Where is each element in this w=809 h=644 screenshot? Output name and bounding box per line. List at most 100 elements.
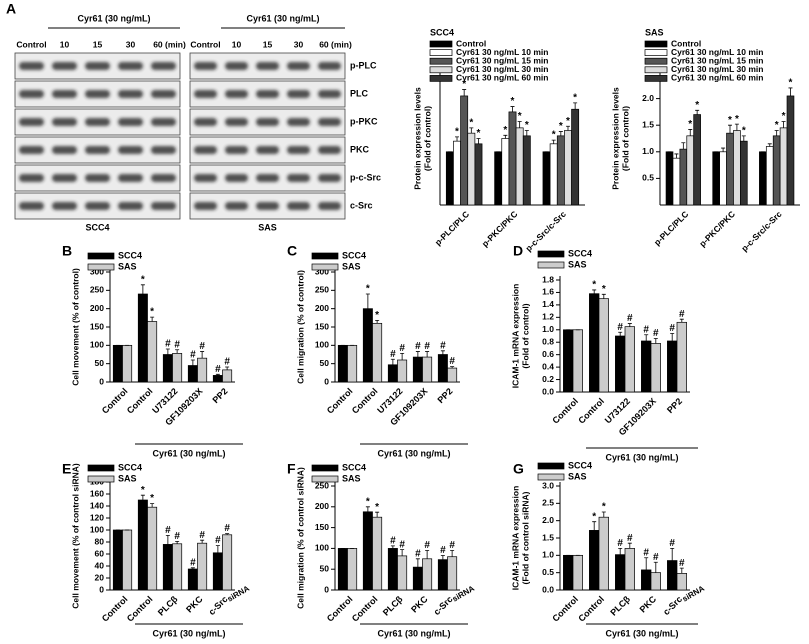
row-label: PKC <box>350 144 370 154</box>
error-bar <box>215 373 220 376</box>
treatment-label: Cyr61 (30 ng/mL) <box>246 13 319 23</box>
legend-label: Control <box>456 38 486 48</box>
legend-swatch <box>311 464 339 472</box>
significance-mark: # <box>653 552 659 563</box>
error-bar <box>440 555 445 560</box>
bar <box>197 542 208 591</box>
significance-mark: * <box>375 502 379 513</box>
bar <box>693 114 701 206</box>
lane-label: Control <box>190 39 220 49</box>
bar <box>589 293 600 393</box>
x-tick-label: Control <box>125 594 155 624</box>
blot-band <box>256 174 279 182</box>
x-tick-label: p-PLC/PLC <box>433 209 471 247</box>
blot-band <box>52 118 77 126</box>
significance-mark: # <box>165 525 171 536</box>
blot-band <box>19 90 44 98</box>
blot-band <box>287 174 310 182</box>
significance-mark: # <box>617 322 623 333</box>
x-tick-label: Control <box>100 386 130 416</box>
bar <box>147 506 158 591</box>
y-tick-label: 80 <box>95 536 105 546</box>
error-bar <box>721 147 726 152</box>
blot-band <box>85 174 110 182</box>
error-bar <box>469 127 474 134</box>
bar <box>162 544 173 591</box>
legend-swatch <box>311 263 339 271</box>
blot-band <box>256 202 279 210</box>
bar <box>786 95 795 206</box>
error-bar <box>517 121 522 128</box>
bar <box>372 516 383 591</box>
legend-swatch <box>429 66 453 74</box>
error-bar <box>200 351 205 359</box>
error-bar <box>510 106 515 112</box>
bar <box>542 151 551 206</box>
error-bar <box>767 143 772 147</box>
treatment-label: Cyr61 (30 ng/mL) <box>77 13 150 23</box>
panel-label: B <box>62 243 72 259</box>
error-bar <box>592 289 597 294</box>
error-bar <box>618 548 623 555</box>
y-tick-label: 250 <box>315 480 329 490</box>
error-bar <box>565 125 570 131</box>
y-axis-label: Protein expression levels <box>412 87 422 190</box>
x-tick-label: Control <box>125 386 155 416</box>
bar <box>122 529 133 591</box>
error-bar <box>688 129 693 136</box>
legend-swatch <box>87 475 115 483</box>
bar <box>197 357 208 383</box>
bar <box>422 558 433 591</box>
error-bar <box>681 142 686 150</box>
y-tick-label: 100 <box>315 543 329 553</box>
significance-mark: * <box>455 127 459 138</box>
blot-caption: SAS <box>258 222 277 232</box>
error-bar <box>390 545 395 549</box>
lane-label: 15 <box>263 39 273 49</box>
bar <box>437 354 448 383</box>
significance-mark: * <box>150 307 154 318</box>
bar <box>362 511 373 591</box>
blot-band <box>52 90 77 98</box>
error-bar <box>551 139 556 144</box>
y-tick-label: 160 <box>90 488 104 498</box>
blot-band <box>19 118 44 126</box>
y-tick-label: 50 <box>320 563 330 573</box>
error-bar <box>728 124 732 134</box>
blot-band <box>256 62 279 70</box>
y-axis-label: (Fold of control) <box>620 106 630 171</box>
panel-label: D <box>513 243 523 259</box>
error-bar <box>653 561 658 573</box>
x-tick-label: p-c-Src/c-Src <box>739 209 784 254</box>
significance-mark: # <box>449 356 455 367</box>
blot-band <box>52 202 77 210</box>
significance-mark: # <box>440 340 446 351</box>
error-bar <box>215 545 220 553</box>
bar <box>453 140 461 206</box>
panel-label: C <box>287 243 297 259</box>
y-tick-label: 0 <box>99 584 104 594</box>
significance-mark: # <box>174 531 180 542</box>
error-bar <box>415 351 420 358</box>
blot-band <box>118 118 143 126</box>
error-bar <box>190 567 195 569</box>
group-label: Cyr61 (30 ng/mL) <box>152 628 225 638</box>
row-label: c-Src <box>350 200 373 210</box>
error-bar <box>225 533 230 535</box>
error-bar <box>573 102 578 110</box>
group-label: Cyr61 (30 ng/mL) <box>377 628 450 638</box>
significance-mark: * <box>775 120 779 131</box>
legend-swatch <box>644 40 668 48</box>
bar <box>362 308 373 383</box>
x-tick-label: PLCβ <box>608 594 632 618</box>
blot-band <box>194 174 217 182</box>
row-label: PLC <box>350 88 369 98</box>
legend-swatch <box>429 49 453 56</box>
legend-label: SAS <box>118 473 137 483</box>
significance-mark: # <box>643 547 649 558</box>
error-bar <box>425 550 430 559</box>
y-tick-label: 1.4 <box>542 299 554 309</box>
x-tick-label: Control <box>325 594 355 624</box>
significance-mark: # <box>165 339 171 350</box>
